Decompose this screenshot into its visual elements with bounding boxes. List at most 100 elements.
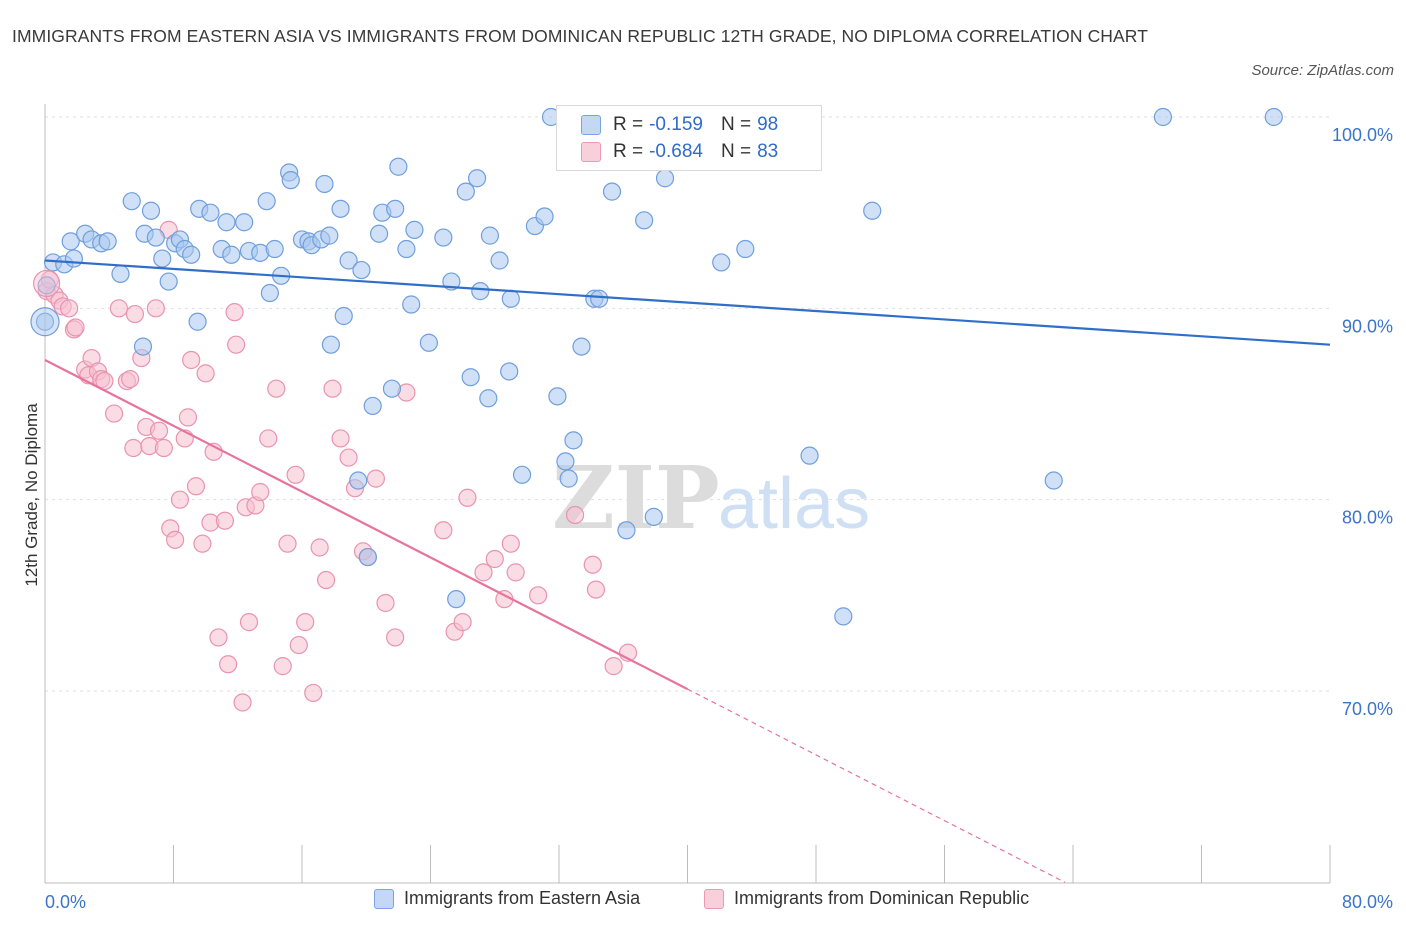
blue-point xyxy=(564,431,583,450)
blue-point xyxy=(257,192,276,211)
blue-point xyxy=(590,289,609,308)
blue-point xyxy=(635,211,654,230)
pink-point xyxy=(149,421,169,440)
r-label: R = xyxy=(613,141,644,162)
pink-swatch-icon xyxy=(704,888,724,909)
blue-point xyxy=(617,521,636,540)
blue-point xyxy=(389,157,408,176)
pink-point xyxy=(316,570,336,590)
pink-point xyxy=(278,534,297,553)
pink-point xyxy=(331,429,350,448)
blue-point xyxy=(1044,471,1063,490)
pink-point xyxy=(458,488,477,507)
blue-point xyxy=(556,452,575,471)
blue-point xyxy=(471,282,490,301)
pink-trend-line xyxy=(44,359,689,691)
pink-swatch-icon xyxy=(581,142,601,162)
blue-point xyxy=(222,245,241,264)
blue-point xyxy=(98,232,117,251)
blue-point xyxy=(863,201,882,220)
blue-point xyxy=(331,199,350,218)
blue-point xyxy=(572,337,591,356)
blue-point xyxy=(265,239,284,259)
blue-point xyxy=(397,239,416,259)
blue-point xyxy=(602,182,622,201)
pink-point xyxy=(501,534,520,553)
pink-point xyxy=(186,477,206,496)
chart-title: IMMIGRANTS FROM EASTERN ASIA VS IMMIGRAN… xyxy=(12,26,1149,46)
pink-point xyxy=(485,549,504,569)
pink-point xyxy=(386,628,405,647)
blue-point xyxy=(64,249,84,268)
blue-point xyxy=(800,446,819,465)
n-label: N = xyxy=(720,114,752,135)
pink-point xyxy=(125,304,145,324)
blue-point xyxy=(405,220,424,239)
pink-point xyxy=(434,521,453,540)
blue-point xyxy=(736,239,755,259)
blue-point xyxy=(480,226,500,245)
y-tick-label: 100.0% xyxy=(1332,125,1393,145)
pink-point xyxy=(583,555,602,574)
pink-point xyxy=(104,404,124,423)
pink-point xyxy=(59,299,79,318)
pink-point xyxy=(178,408,198,427)
pink-point xyxy=(259,429,278,448)
blue-point xyxy=(386,199,405,218)
y-tick-label: 70.0% xyxy=(1342,699,1393,719)
blue-point xyxy=(141,201,161,220)
legend-item-eastern-asia[interactable]: Immigrants from Eastern Asia xyxy=(374,888,640,909)
r-value: -0.159 xyxy=(649,114,703,135)
blue-point xyxy=(320,226,339,245)
blue-point xyxy=(456,182,475,201)
blue-point xyxy=(500,362,519,381)
blue-point xyxy=(281,171,300,190)
pink-point xyxy=(296,613,315,632)
n-value: 83 xyxy=(757,141,779,162)
blue-swatch-icon xyxy=(581,115,601,135)
blue-point xyxy=(370,224,389,243)
blue-point xyxy=(37,276,56,295)
blue-point xyxy=(334,306,353,326)
blue-point xyxy=(358,547,377,567)
stats-legend: R = -0.159 N = 98 R = -0.684 N = 83 xyxy=(556,105,822,171)
legend-item-dominican-republic[interactable]: Immigrants from Dominican Republic xyxy=(704,888,1029,909)
blue-point xyxy=(834,607,853,626)
pink-point xyxy=(33,269,61,298)
pink-point xyxy=(219,655,238,674)
x-tick-label: 80.0% xyxy=(1342,892,1393,912)
y-tick-label: 80.0% xyxy=(1342,508,1393,528)
blue-point xyxy=(235,213,254,232)
blue-point xyxy=(363,396,382,416)
blue-point xyxy=(447,590,466,609)
blue-point xyxy=(461,368,480,387)
n-label: N = xyxy=(720,141,752,162)
pink-point xyxy=(251,482,270,502)
blue-point xyxy=(30,307,60,337)
blue-point xyxy=(490,251,509,270)
blue-point xyxy=(467,169,487,188)
blue-point xyxy=(501,289,520,308)
blue-point xyxy=(201,203,220,222)
series-legend: Immigrants from Eastern Asia Immigrants … xyxy=(0,888,1406,916)
pink-point xyxy=(225,303,244,322)
blue-point xyxy=(146,228,165,247)
pink-point xyxy=(193,534,212,553)
blue-point xyxy=(188,312,207,331)
blue-point xyxy=(1264,107,1283,127)
pink-point xyxy=(170,490,190,509)
blue-point xyxy=(35,312,55,331)
blue-point xyxy=(434,228,453,247)
pink-point xyxy=(239,613,259,632)
y-axis-label: 12th Grade, No Diploma xyxy=(22,403,41,587)
blue-point xyxy=(315,174,334,194)
pink-point xyxy=(474,563,493,582)
pink-point xyxy=(273,657,292,676)
n-value: 98 xyxy=(757,114,779,135)
pink-point xyxy=(146,299,165,318)
x-tick-label: 0.0% xyxy=(45,892,86,912)
pink-point xyxy=(166,530,185,549)
blue-point xyxy=(512,465,532,484)
pink-point xyxy=(109,299,128,318)
